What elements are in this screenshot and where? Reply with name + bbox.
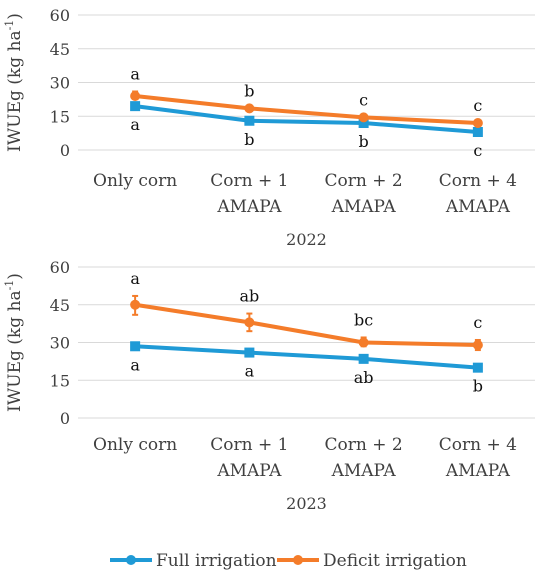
series-line-deficit [134,94,478,125]
series-line-full [135,344,479,370]
y-tick-label: 0 [60,409,70,428]
chart-panel-2023: 0 15 30 45 60 Only corn Corn + 1 AMAPA Corn + 2 A… [3,258,535,513]
significance-label-full: ab [354,368,374,387]
data-point-full [130,101,141,112]
y-tick-label: 15 [50,107,70,126]
x-tick-label: AMAPA [331,197,397,217]
significance-label-full: b [473,377,483,396]
data-point-full [358,353,369,364]
data-point-deficit [472,118,483,128]
y-axis-label: IWUEg (kg ha-1) [3,13,25,152]
data-point-full [472,127,483,137]
y-tick-label: 60 [50,258,70,277]
legend-deficit-marker [293,555,303,565]
x-tick-label: AMAPA [216,461,282,481]
panel-year-label: 2023 [286,494,327,513]
data-point-full [472,362,483,373]
data-point-deficit [244,103,255,114]
series-line-deficit [134,302,478,348]
x-tick-label: Corn + 4 [439,435,517,455]
x-tick-label: Only corn [93,435,177,455]
significance-label-full: a [130,115,140,134]
y-tick-label: 0 [60,141,70,160]
y-tick-label: 45 [50,296,70,315]
chart-legend: Full irrigation Deficit irrigation [110,551,467,571]
data-point-full [358,118,369,128]
significance-label-full: a [245,362,255,381]
significance-label-deficit: a [130,269,140,288]
y-axis-label: IWUEg (kg ha-1) [3,273,25,412]
x-tick-label: Corn + 1 [210,171,288,191]
significance-label-full: b [359,132,369,151]
significance-label-full: a [130,355,140,374]
legend-full-marker [126,555,136,565]
significance-label-deficit: c [473,313,482,332]
data-point-full [130,341,141,352]
y-tick-label: 30 [50,74,70,93]
data-point-full [244,115,255,126]
y-tick-label: 15 [50,371,70,390]
x-tick-label: AMAPA [331,461,397,481]
y-tick-label: 45 [50,40,70,59]
significance-label-deficit: c [359,90,368,109]
significance-label-deficit: c [473,96,482,115]
significance-label-deficit: bc [354,310,373,329]
y-tick-label: 30 [50,334,70,353]
panel-year-label: 2022 [286,230,327,249]
data-point-full [244,347,255,358]
chart-panel-2022: 0 15 30 45 60 Only corn Corn + 1 AMAPA Corn + 2 A… [3,6,535,249]
legend-full-label: Full irrigation [156,551,277,571]
significance-label-deficit: b [244,81,254,100]
x-tick-label: Corn + 2 [325,171,403,191]
x-tick-label: AMAPA [216,197,282,217]
legend-deficit-label: Deficit irrigation [323,551,467,571]
data-point-deficit [358,337,369,348]
series-line-full [134,104,479,134]
x-tick-label: Corn + 4 [439,171,517,191]
data-point-deficit [358,112,369,123]
x-tick-label: AMAPA [445,461,511,481]
x-tick-label: AMAPA [445,197,511,217]
significance-label-deficit: ab [239,287,259,306]
x-tick-label: Corn + 1 [210,435,288,455]
data-point-deficit [244,317,255,328]
x-tick-label: Corn + 2 [325,435,403,455]
x-tick-label: Only corn [93,171,177,191]
significance-label-full: b [244,130,254,149]
significance-label-full: c [473,141,482,160]
y-tick-label: 60 [50,6,70,25]
significance-label-deficit: a [130,65,140,84]
data-point-deficit [130,91,141,101]
data-point-deficit [472,340,483,351]
data-point-deficit [130,299,141,310]
